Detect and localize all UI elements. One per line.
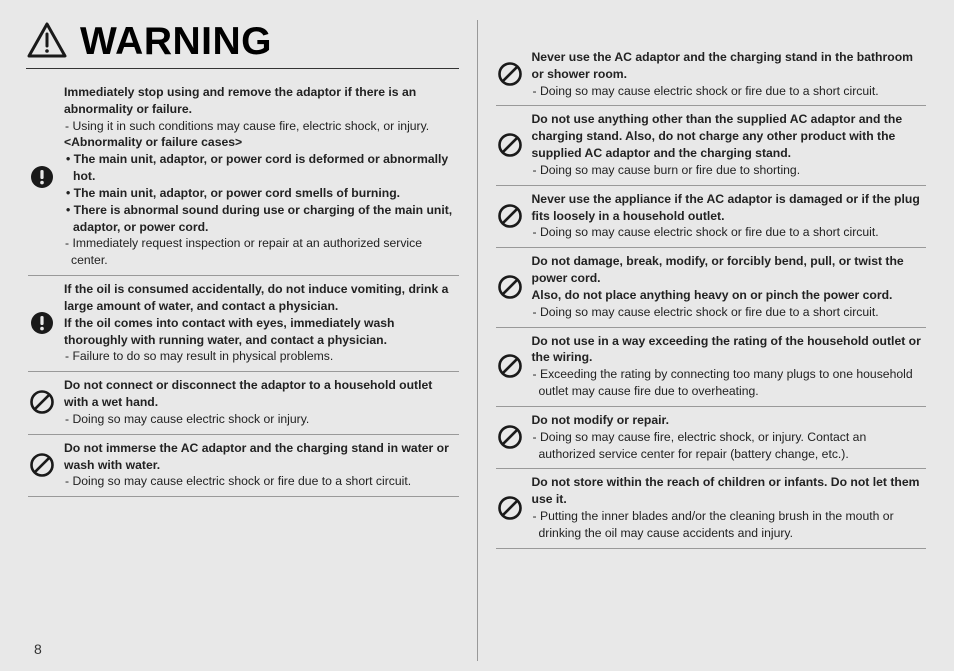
prohibit-icon [496, 133, 524, 157]
warning-text: Never use the appliance if the AC adapto… [532, 191, 927, 241]
warning-text-sub: Doing so may cause electric shock or fir… [64, 473, 459, 490]
prohibit-icon [28, 453, 56, 477]
warning-item: Do not immerse the AC adaptor and the ch… [28, 435, 459, 497]
warning-text: Do not use anything other than the suppl… [532, 111, 927, 178]
warning-text-sub: Doing so may cause electric shock or inj… [64, 411, 459, 428]
warning-text-bold: Immediately stop using and remove the ad… [64, 85, 416, 116]
warning-text: Immediately stop using and remove the ad… [64, 84, 459, 269]
warning-text-sub: Failure to do so may result in physical … [64, 348, 459, 365]
warning-item: Never use the AC adaptor and the chargin… [496, 44, 927, 106]
warning-text-sub: Immediately request inspection or repair… [64, 235, 459, 269]
warning-text-sub: Doing so may cause electric shock or fir… [532, 304, 927, 321]
warning-title: WARNING [80, 20, 272, 64]
warning-text-sub: Doing so may cause electric shock or fir… [532, 83, 927, 100]
warning-text-bold: Do not modify or repair. [532, 413, 669, 427]
warning-bullet: The main unit, adaptor, or power cord is… [64, 151, 459, 185]
warning-text-bold: Also, do not place anything heavy on or … [532, 288, 893, 302]
page: WARNING Immediately stop using and remov… [0, 0, 954, 671]
warning-text-sub: Doing so may cause fire, electric shock,… [532, 429, 927, 463]
warning-text: Do not use in a way exceeding the rating… [532, 333, 927, 400]
warning-text-bold: If the oil is consumed accidentally, do … [64, 282, 448, 313]
warning-item: Immediately stop using and remove the ad… [28, 79, 459, 276]
prohibit-icon [496, 496, 524, 520]
warning-item: Do not use anything other than the suppl… [496, 106, 927, 185]
mandatory-icon [28, 165, 56, 189]
warning-text-sub: Putting the inner blades and/or the clea… [532, 508, 927, 542]
warning-text-bold: Do not store within the reach of childre… [532, 475, 920, 506]
warning-text: Do not store within the reach of childre… [532, 474, 927, 541]
left-column: WARNING Immediately stop using and remov… [28, 20, 459, 661]
prohibit-icon [496, 275, 524, 299]
prohibit-icon [496, 62, 524, 86]
warning-text-bold: Do not immerse the AC adaptor and the ch… [64, 441, 449, 472]
warning-header: WARNING [26, 20, 459, 69]
warning-item: Do not store within the reach of childre… [496, 469, 927, 548]
warning-text-bold: Do not damage, break, modify, or forcibl… [532, 254, 904, 285]
warning-text: Do not connect or disconnect the adaptor… [64, 377, 459, 427]
warning-bullet: The main unit, adaptor, or power cord sm… [64, 185, 459, 202]
warning-text-bold: <Abnormality or failure cases> [64, 135, 242, 149]
warning-text: If the oil is consumed accidentally, do … [64, 281, 459, 365]
warning-item: Do not damage, break, modify, or forcibl… [496, 248, 927, 327]
alert-triangle-icon [26, 21, 68, 64]
warning-text-bold: Do not connect or disconnect the adaptor… [64, 378, 432, 409]
warning-text: Never use the AC adaptor and the chargin… [532, 49, 927, 99]
warning-text: Do not modify or repair. Doing so may ca… [532, 412, 927, 462]
warning-text: Do not immerse the AC adaptor and the ch… [64, 440, 459, 490]
warning-bullet: There is abnormal sound during use or ch… [64, 202, 459, 236]
warning-item: Do not modify or repair. Doing so may ca… [496, 407, 927, 469]
prohibit-icon [496, 354, 524, 378]
warning-text: Do not damage, break, modify, or forcibl… [532, 253, 927, 320]
warning-text-bold: Do not use anything other than the suppl… [532, 112, 903, 160]
prohibit-icon [496, 425, 524, 449]
prohibit-icon [28, 390, 56, 414]
warning-text-bold: Never use the appliance if the AC adapto… [532, 192, 920, 223]
warning-item: Never use the appliance if the AC adapto… [496, 186, 927, 248]
right-column: Never use the AC adaptor and the chargin… [477, 20, 927, 661]
warning-text-bold: If the oil comes into contact with eyes,… [64, 316, 395, 347]
warning-text-sub: Doing so may cause electric shock or fir… [532, 224, 927, 241]
prohibit-icon [496, 204, 524, 228]
page-number: 8 [34, 641, 42, 657]
warning-text-sub: Using it in such conditions may cause fi… [64, 118, 459, 135]
warning-item: Do not use in a way exceeding the rating… [496, 328, 927, 407]
warning-text-bold: Never use the AC adaptor and the chargin… [532, 50, 913, 81]
warning-text-bold: Do not use in a way exceeding the rating… [532, 334, 921, 365]
warning-text-sub: Exceeding the rating by connecting too m… [532, 366, 927, 400]
warning-item: If the oil is consumed accidentally, do … [28, 276, 459, 372]
warning-text-sub: Doing so may cause burn or fire due to s… [532, 162, 927, 179]
warning-item: Do not connect or disconnect the adaptor… [28, 372, 459, 434]
mandatory-icon [28, 311, 56, 335]
